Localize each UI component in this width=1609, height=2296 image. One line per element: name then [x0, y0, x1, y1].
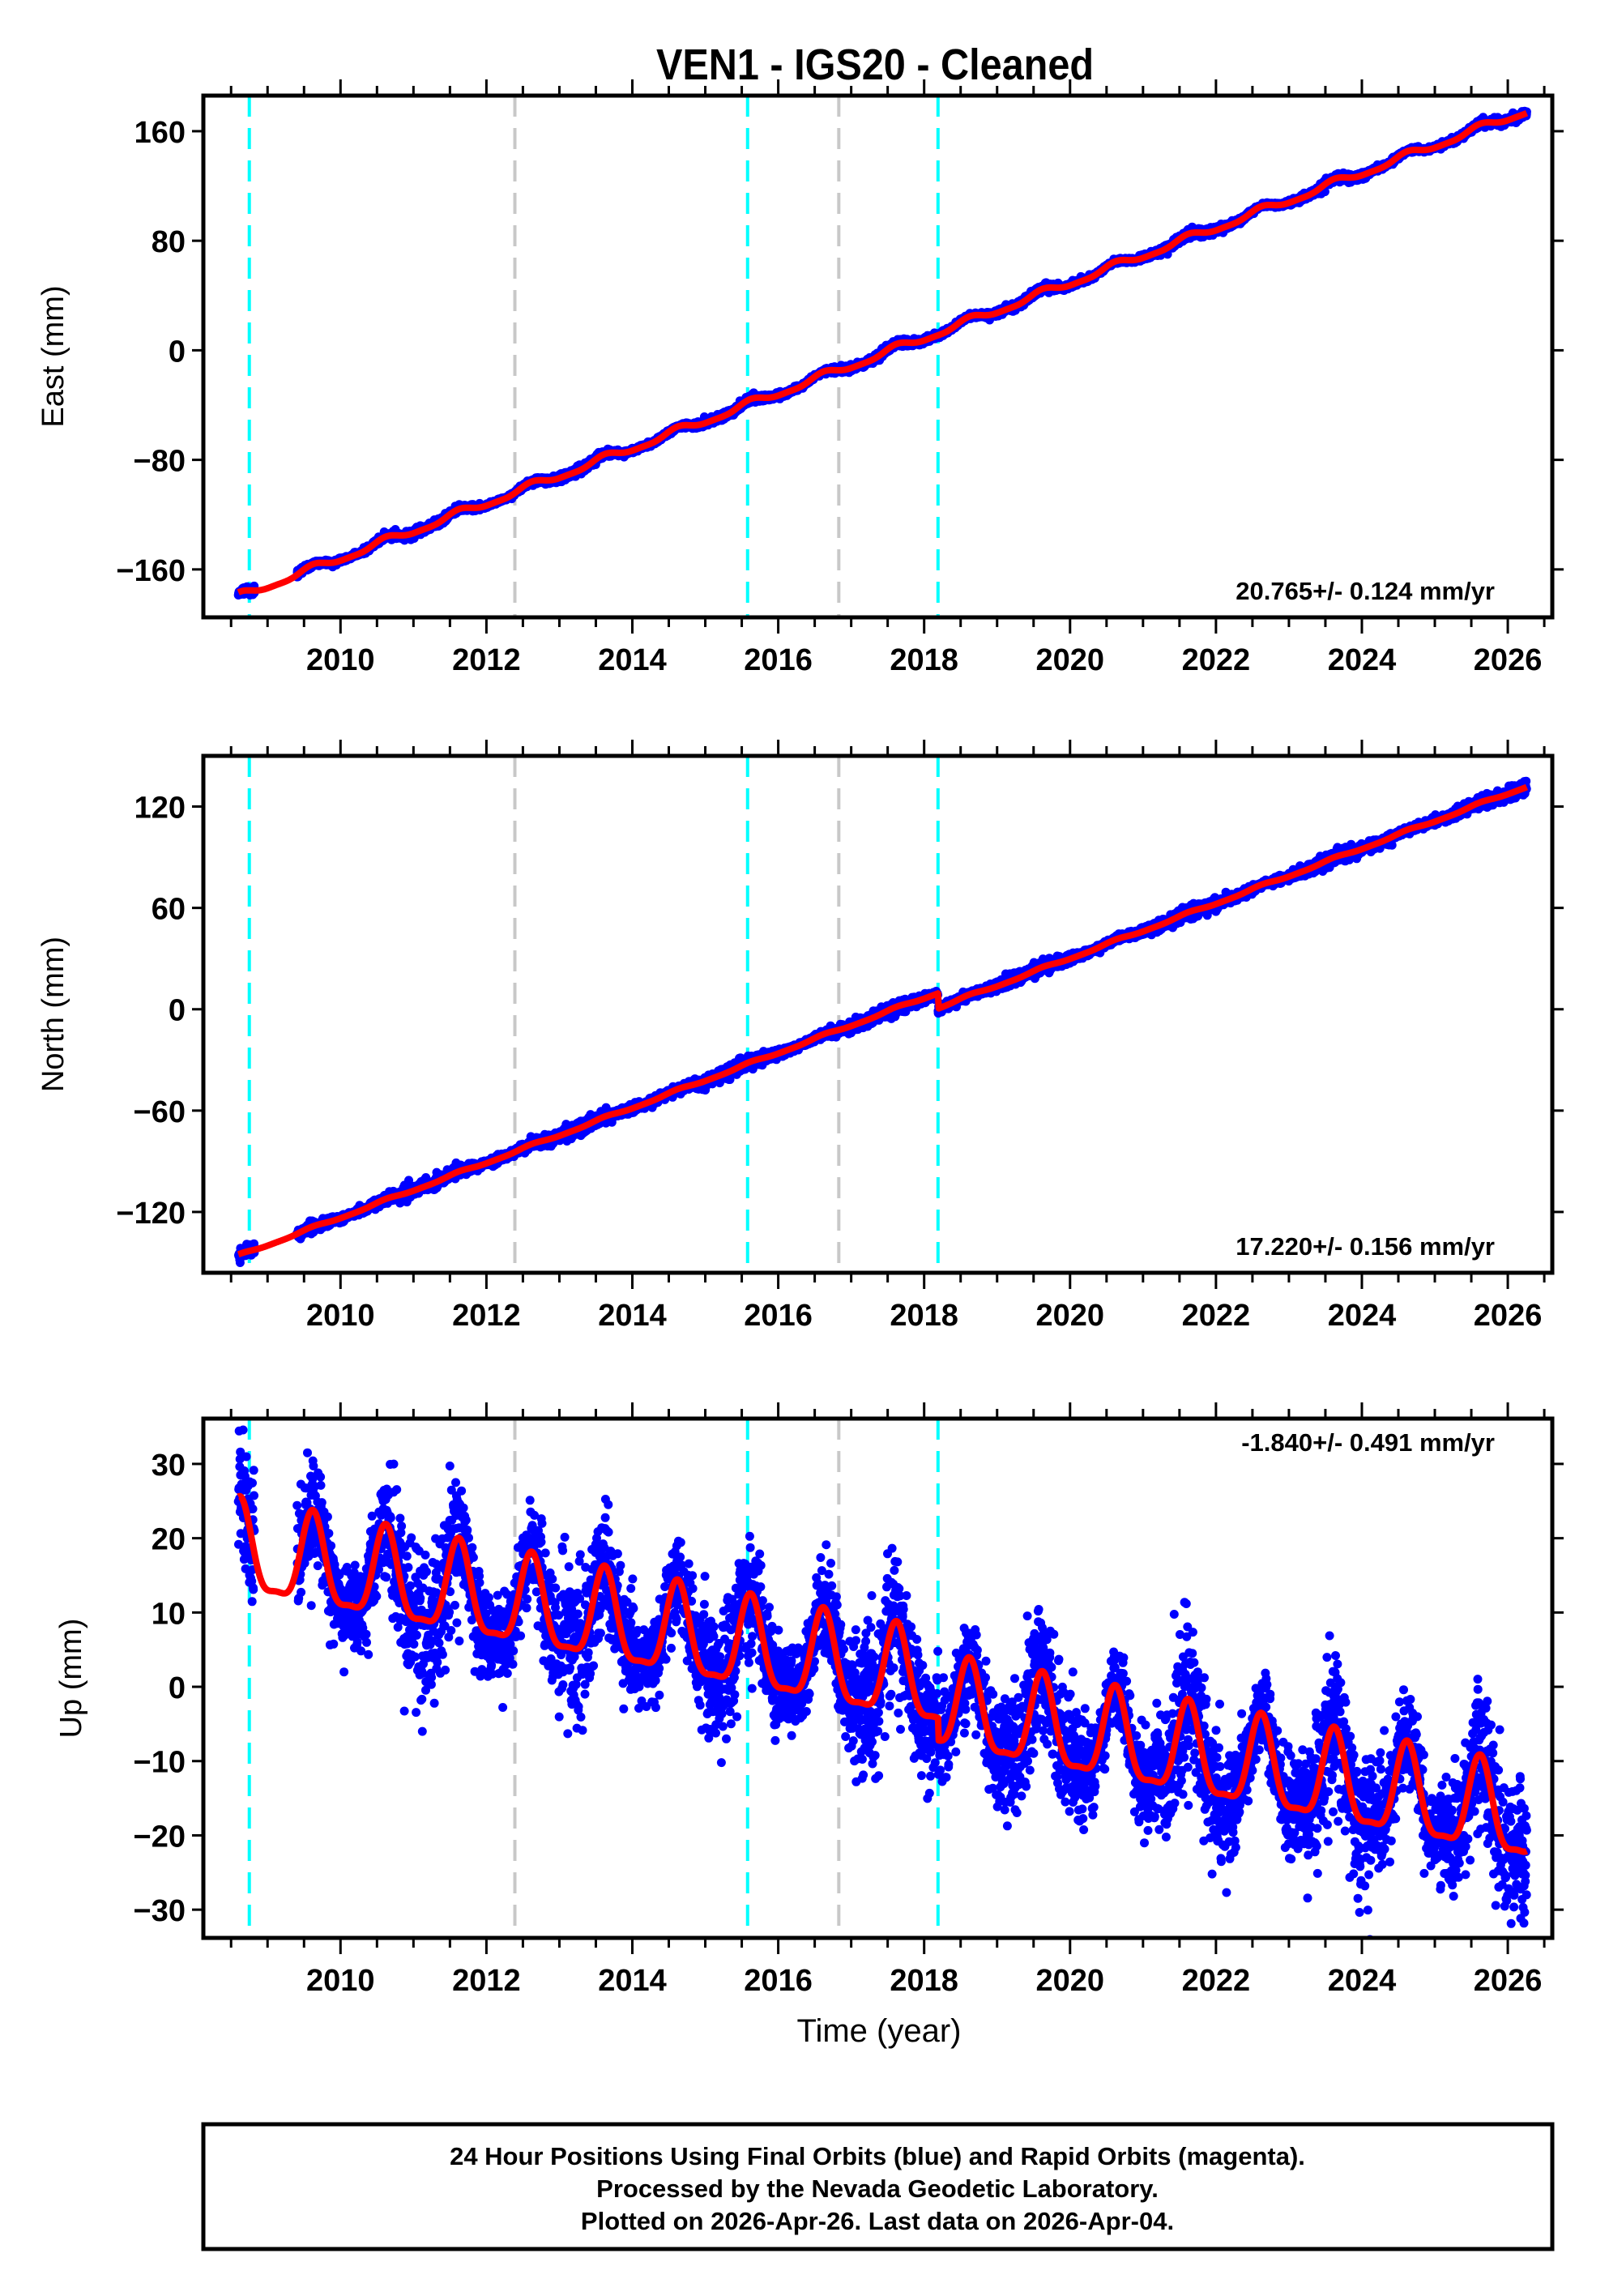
chart-title: VEN1 - IGS20 - Cleaned	[656, 40, 1094, 89]
plot-area	[233, 96, 1531, 617]
